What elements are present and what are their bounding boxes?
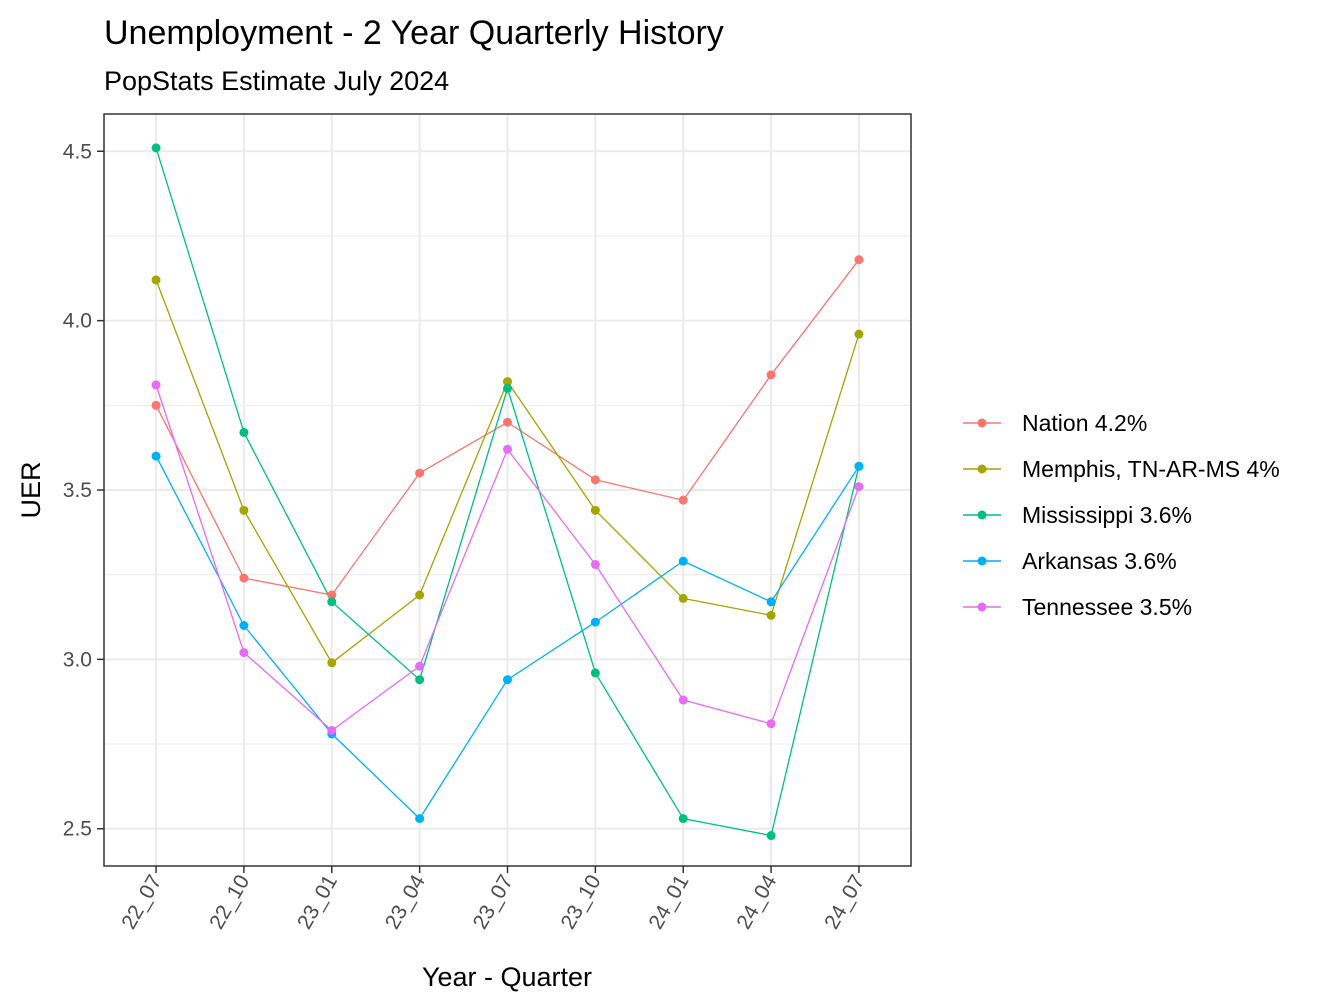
legend-item: Memphis, TN-AR-MS 4% xyxy=(963,456,1280,482)
legend-label: Mississippi 3.6% xyxy=(1022,502,1192,528)
series-points xyxy=(151,143,864,841)
x-tick-label: 24_01 xyxy=(644,871,693,933)
legend-label: Tennessee 3.5% xyxy=(1022,594,1192,620)
y-tick-label: 3.0 xyxy=(63,648,92,671)
data-point xyxy=(854,461,864,471)
data-point xyxy=(854,482,864,492)
data-point xyxy=(415,814,425,824)
legend: Nation 4.2% Memphis, TN-AR-MS 4% Mississip… xyxy=(963,410,1280,620)
data-point xyxy=(327,726,337,736)
data-point xyxy=(766,370,776,380)
data-point xyxy=(678,695,688,705)
y-tick-label: 4.0 xyxy=(63,310,92,333)
data-point xyxy=(678,593,688,603)
x-tick-label: 23_01 xyxy=(293,871,342,933)
major-gridlines xyxy=(104,114,911,866)
data-point xyxy=(503,377,512,387)
chart-subtitle: PopStats Estimate July 2024 xyxy=(104,66,449,96)
data-point xyxy=(590,668,600,678)
x-tick-label: 23_04 xyxy=(381,871,430,933)
legend-key-point xyxy=(977,510,987,520)
data-point xyxy=(766,610,776,620)
data-point xyxy=(503,417,512,427)
data-point xyxy=(239,573,249,583)
x-tick-label: 24_07 xyxy=(820,871,869,933)
chart-title: Unemployment - 2 Year Quarterly History xyxy=(104,14,724,52)
data-point xyxy=(415,468,425,478)
data-point xyxy=(151,380,161,390)
data-point xyxy=(151,143,161,153)
x-tick-label: 24_04 xyxy=(732,871,781,933)
data-point xyxy=(766,831,776,841)
x-tick-label: 22_07 xyxy=(117,871,166,933)
data-point xyxy=(327,658,337,668)
data-point xyxy=(327,590,337,600)
legend-key-point xyxy=(977,464,987,474)
data-point xyxy=(590,560,600,570)
data-point xyxy=(854,329,864,339)
data-point xyxy=(766,719,776,729)
legend-item: Nation 4.2% xyxy=(963,410,1147,436)
legend-label: Memphis, TN-AR-MS 4% xyxy=(1022,456,1280,482)
legend-key-point xyxy=(977,602,987,612)
data-point xyxy=(239,427,249,437)
x-tick-label: 23_10 xyxy=(557,871,606,933)
data-point xyxy=(590,617,600,627)
x-axis: 22_07 22_10 23_01 23_04 23_07 23_10 24_01 24_04… xyxy=(117,866,869,933)
plot-area xyxy=(103,113,912,867)
legend-item: Mississippi 3.6% xyxy=(963,502,1192,528)
data-point xyxy=(415,661,425,671)
legend-key-point xyxy=(977,418,987,428)
legend-label: Nation 4.2% xyxy=(1022,410,1147,436)
data-point xyxy=(678,814,688,824)
data-point xyxy=(590,475,600,485)
data-point xyxy=(503,383,512,393)
data-point xyxy=(503,444,512,454)
data-point xyxy=(590,505,600,515)
data-point xyxy=(151,451,161,461)
legend-label: Arkansas 3.6% xyxy=(1022,548,1177,574)
y-tick-label: 4.5 xyxy=(63,140,92,163)
data-point xyxy=(678,556,688,566)
legend-item: Arkansas 3.6% xyxy=(963,548,1177,574)
y-tick-label: 3.5 xyxy=(63,479,92,502)
x-tick-label: 23_07 xyxy=(469,871,518,933)
y-tick-label: 2.5 xyxy=(63,818,92,841)
y-axis: 2.5 3.0 3.5 4.0 4.5 xyxy=(63,140,104,841)
data-point xyxy=(678,495,688,505)
data-point xyxy=(415,675,425,685)
data-point xyxy=(239,648,249,658)
x-tick-label: 22_10 xyxy=(205,871,254,933)
y-axis-title: UER xyxy=(16,461,46,518)
legend-key-point xyxy=(977,556,987,566)
data-point xyxy=(503,675,512,685)
data-point xyxy=(239,620,249,630)
data-point xyxy=(766,597,776,607)
data-point xyxy=(239,505,249,515)
legend-item: Tennessee 3.5% xyxy=(963,594,1192,620)
data-point xyxy=(151,275,161,285)
data-point xyxy=(151,400,161,410)
data-point xyxy=(327,597,337,607)
data-point xyxy=(854,255,864,265)
x-axis-title: Year - Quarter xyxy=(422,962,592,992)
data-point xyxy=(415,590,425,600)
